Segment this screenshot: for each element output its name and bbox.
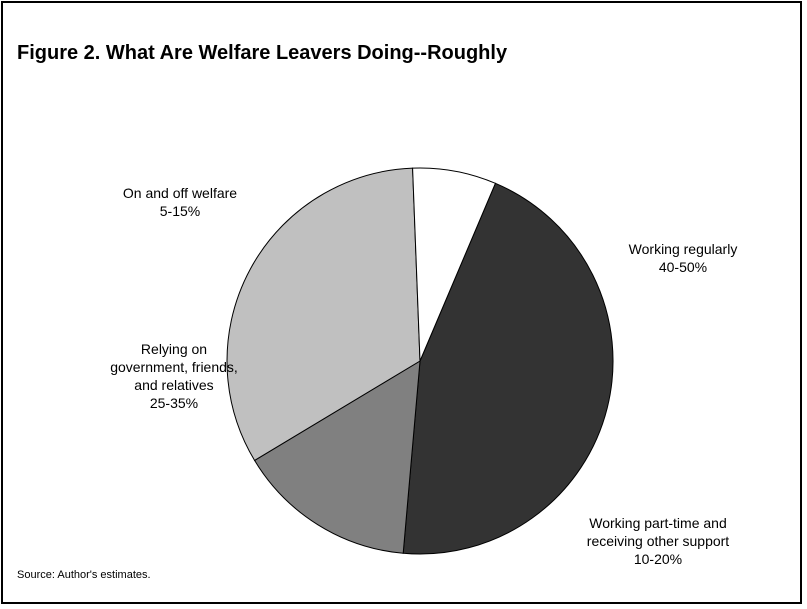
pie-slice-4 [412, 167, 497, 362]
slice-label-line: Relying on [141, 341, 207, 357]
slice-label-line: 5-15% [160, 203, 200, 219]
slice-label-line: Working part-time and [589, 515, 726, 531]
slice-label-3: Relying on government, friends, and relati… [110, 341, 238, 411]
chart-title: Figure 2. What Are Welfare Leavers Doing… [17, 42, 508, 64]
slice-label-1: Working regularly 40-50% [629, 241, 738, 275]
source-note: Source: Author's estimates. [17, 569, 151, 581]
pie-labels: Working regularly 40-50% Working part-time… [110, 185, 737, 567]
slice-label-line: 25-35% [150, 395, 198, 411]
pie-slice-1 [402, 182, 614, 555]
slice-label-4: On and off welfare 5-15% [123, 185, 237, 219]
slice-label-line: 40-50% [659, 259, 707, 275]
slice-label-line: 10-20% [634, 551, 682, 567]
slice-label-line: receiving other support [587, 533, 730, 549]
pie-slices [226, 167, 614, 555]
pie-slice-3 [226, 167, 421, 462]
slice-label-line: and relatives [134, 377, 213, 393]
slice-label-line: Working regularly [629, 241, 738, 257]
slice-label-line: On and off welfare [123, 185, 237, 201]
slice-label-2: Working part-time and receiving other sup… [587, 515, 730, 567]
slice-label-line: government, friends, [110, 359, 238, 375]
pie-slice-2 [253, 360, 421, 554]
